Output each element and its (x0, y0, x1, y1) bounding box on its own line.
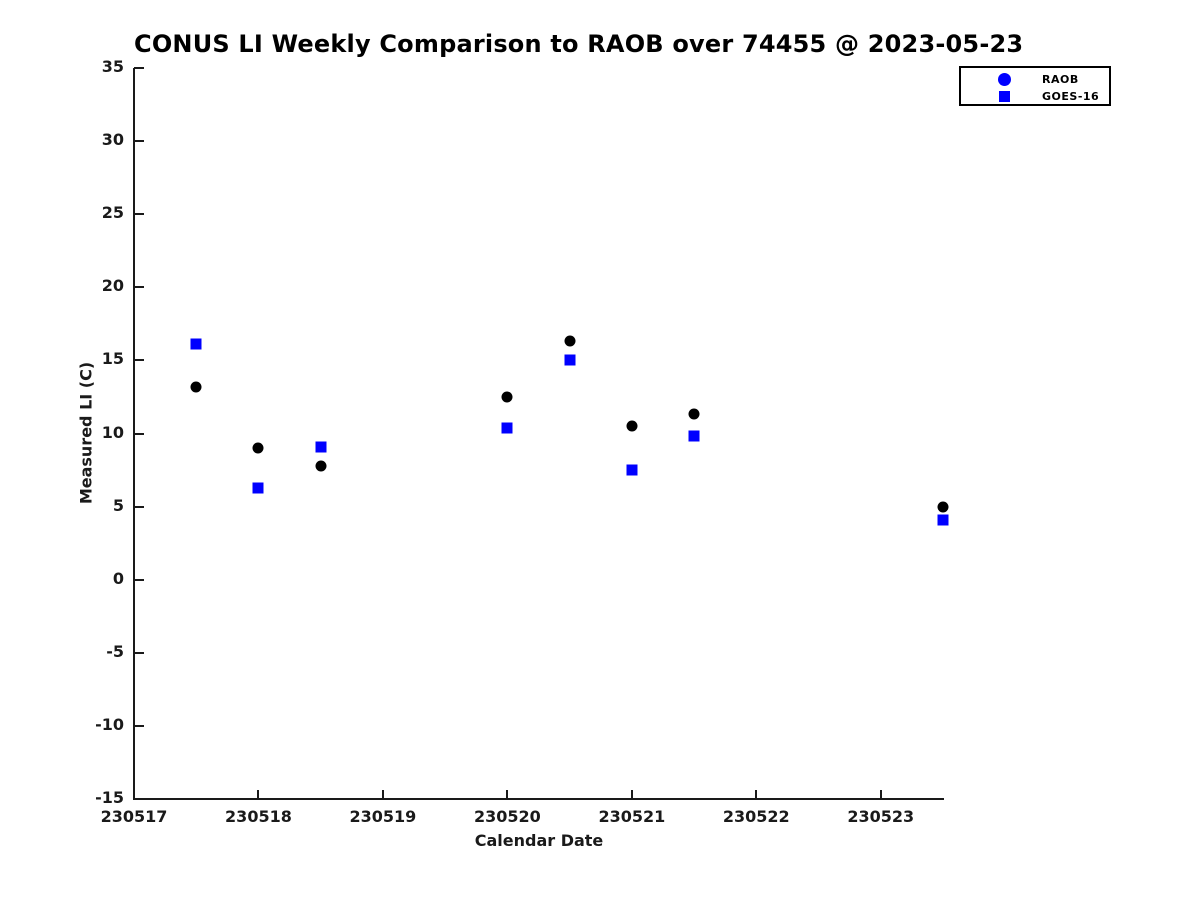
raob-legend-marker-icon (998, 72, 1011, 86)
goes16-marker (315, 441, 327, 453)
x-axis-spine (133, 798, 944, 800)
x-axis-label: Calendar Date (474, 831, 604, 850)
x-tick (506, 790, 509, 800)
x-tick-label: 230517 (100, 807, 168, 826)
x-tick (630, 790, 633, 800)
goes16-marker (252, 482, 264, 494)
legend-box: RAOB GOES-16 (959, 66, 1111, 106)
y-tick-label: 0 (112, 568, 124, 588)
x-tick-label: 230522 (722, 807, 790, 826)
y-tick (134, 359, 144, 362)
legend-label-raob: RAOB (1042, 72, 1079, 86)
y-tick-label: -10 (95, 714, 124, 734)
goes16-marker (626, 464, 638, 476)
y-tick (134, 578, 144, 581)
y-tick-label: 35 (101, 57, 124, 76)
goes16-marker (564, 354, 576, 366)
y-tick (134, 724, 144, 727)
x-tick (133, 790, 135, 800)
raob-marker (626, 420, 638, 432)
raob-marker (564, 335, 576, 347)
raob-marker (190, 381, 202, 393)
y-tick (134, 67, 144, 69)
y-tick-label: -15 (95, 788, 124, 807)
goes16-legend-marker-icon (999, 90, 1010, 102)
chart-title: CONUS LI Weekly Comparison to RAOB over … (134, 30, 1024, 58)
legend-label-goes16: GOES-16 (1042, 89, 1100, 103)
goes16-marker (688, 430, 700, 442)
goes16-marker (190, 338, 202, 350)
x-tick (381, 790, 384, 800)
y-tick (134, 798, 144, 800)
goes16-marker (937, 514, 949, 526)
raob-marker (937, 501, 949, 513)
x-tick (879, 790, 882, 800)
x-tick-label: 230523 (847, 807, 915, 826)
x-tick-label: 230519 (349, 807, 417, 826)
raob-marker (252, 442, 264, 454)
y-tick-label: 20 (101, 276, 124, 296)
legend-item-raob: RAOB (961, 71, 1109, 87)
raob-marker (688, 408, 700, 420)
x-tick-label: 230518 (225, 807, 292, 826)
legend-item-goes16: GOES-16 (961, 88, 1109, 104)
y-tick (134, 140, 144, 143)
goes16-marker (501, 422, 513, 434)
x-tick (257, 790, 260, 800)
raob-marker (315, 460, 327, 472)
y-tick (134, 432, 144, 435)
x-tick-label: 230520 (473, 807, 541, 826)
x-tick (755, 790, 758, 800)
y-tick-label: 5 (112, 495, 124, 515)
y-tick-label: 30 (101, 130, 124, 150)
y-tick (134, 651, 144, 654)
y-tick (134, 286, 144, 289)
y-tick-label: 10 (101, 422, 124, 442)
y-tick-label: 25 (101, 203, 124, 223)
y-tick (134, 213, 144, 216)
raob-marker (501, 391, 513, 403)
y-tick-label: -5 (106, 641, 124, 661)
y-tick-label: 15 (101, 349, 124, 369)
y-tick (134, 505, 144, 508)
x-tick-label: 230521 (598, 807, 666, 826)
